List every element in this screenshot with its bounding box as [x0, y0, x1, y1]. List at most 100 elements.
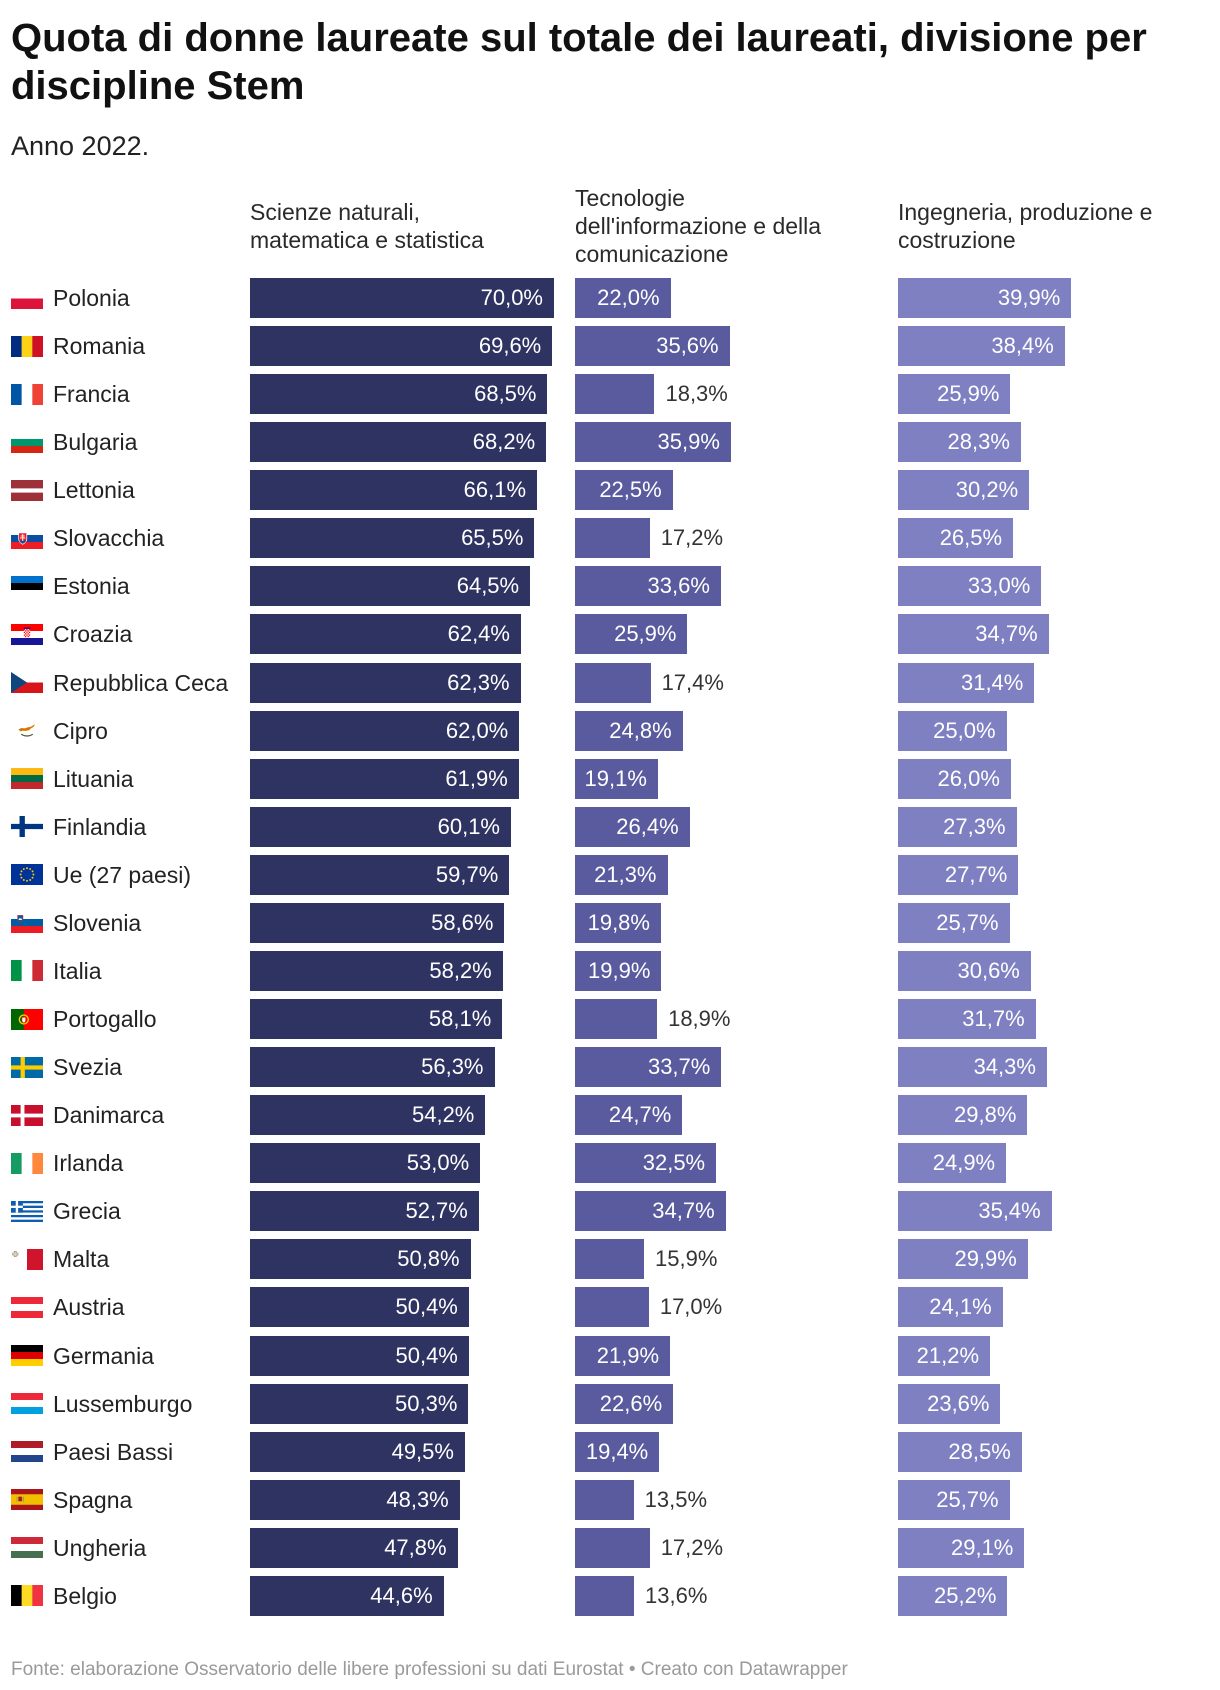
country-label: Svezia [53, 1054, 123, 1081]
column-header-label: Ingegneria, produzione e costruzione [898, 199, 1153, 253]
bar-ingegneria [898, 614, 1049, 655]
value-label: 34,7% [975, 621, 1038, 647]
source-text: elaborazione Osservatorio delle libere p… [70, 1659, 624, 1680]
bar-ingegneria [898, 854, 1019, 895]
bar-ingegneria [898, 710, 1007, 751]
flag-eu-icon [11, 864, 43, 886]
value-label: 15,9% [655, 1246, 718, 1272]
value-label: 28,3% [947, 429, 1010, 455]
bar-scienze-naturali [250, 326, 553, 367]
value-label: 50,8% [397, 1246, 460, 1272]
chart-row: Lituania 61,9% 19,1% 26,0% [0, 758, 1220, 799]
chart-row: Bulgaria 68,2% 35,9% 28,3% [0, 422, 1220, 463]
footer-separator: • [628, 1659, 636, 1680]
value-label: 26,4% [616, 813, 679, 839]
bar-scienze-naturali [250, 1527, 458, 1568]
bar-ingegneria [898, 1335, 991, 1376]
bar-ingegneria [898, 902, 1010, 943]
bar-tecnologie-informazione [575, 518, 650, 559]
bar-tecnologie-informazione [575, 806, 690, 847]
bar-ingegneria [898, 518, 1014, 559]
value-label: 31,7% [962, 1006, 1025, 1032]
value-label: 60,1% [437, 813, 500, 839]
value-label: 29,9% [954, 1246, 1017, 1272]
bar-ingegneria [898, 422, 1021, 463]
bar-scienze-naturali [250, 662, 521, 703]
value-label: 25,7% [936, 1486, 999, 1512]
bar-ingegneria [898, 1431, 1022, 1472]
country-label: Lussemburgo [53, 1390, 193, 1417]
bar-tecnologie-informazione [575, 566, 721, 607]
bar-ingegneria [898, 806, 1017, 847]
bar-ingegneria [898, 1191, 1052, 1232]
bar-tecnologie-informazione [575, 422, 731, 463]
bar-tecnologie-informazione [575, 1383, 674, 1424]
bar-tecnologie-informazione [575, 1287, 649, 1328]
column-header-ingegneria: Ingegneria, produzione e costruzione [898, 184, 1168, 268]
value-label: 50,3% [395, 1390, 458, 1416]
flag-germany-icon [11, 1345, 43, 1367]
value-label: 22,0% [597, 285, 660, 310]
bar-tecnologie-informazione [575, 902, 661, 943]
chart-row: Spagna 48,3% 13,5% 25,7% [0, 1479, 1220, 1520]
value-label: 21,3% [594, 861, 657, 887]
country-label: Ue (27 paesi) [53, 861, 192, 888]
country-label: Croazia [53, 621, 133, 648]
bar-tecnologie-informazione [575, 999, 658, 1040]
bar-tecnologie-informazione [575, 1047, 722, 1088]
country-label: Italia [53, 957, 102, 984]
value-label: 17,0% [659, 1294, 723, 1320]
bar-ingegneria [898, 326, 1065, 367]
bar-tecnologie-informazione [575, 1575, 635, 1616]
flag-croatia-icon [11, 623, 43, 645]
bar-tecnologie-informazione [575, 374, 655, 415]
value-label: 56,3% [421, 1054, 484, 1080]
value-label: 25,7% [936, 909, 999, 935]
flag-denmark-icon [11, 1104, 43, 1126]
value-label: 62,3% [447, 669, 510, 695]
country-label: Ungheria [53, 1534, 147, 1561]
value-label: 17,2% [660, 1534, 724, 1560]
bar-scienze-naturali [250, 1479, 460, 1520]
bar-scienze-naturali [250, 1575, 444, 1616]
bar-tecnologie-informazione [575, 662, 651, 703]
bar-tecnologie-informazione [575, 326, 730, 367]
flag-italy-icon [11, 960, 43, 982]
value-label: 62,4% [447, 621, 510, 647]
value-label: 58,1% [428, 1006, 492, 1032]
bar-scienze-naturali [250, 902, 505, 943]
bar-scienze-naturali [250, 1191, 479, 1232]
bar-tecnologie-informazione [575, 1527, 650, 1568]
value-label: 69,6% [478, 333, 542, 359]
country-label: Danimarca [53, 1102, 165, 1129]
flag-lithuania-icon [11, 768, 43, 790]
bar-scienze-naturali [250, 1239, 471, 1280]
value-label: 58,6% [431, 909, 494, 935]
value-label: 18,3% [665, 381, 728, 407]
bar-scienze-naturali [250, 1431, 465, 1472]
bar-scienze-naturali [250, 999, 503, 1040]
value-label: 33,7% [647, 1054, 711, 1080]
bar-ingegneria [898, 999, 1036, 1040]
bar-scienze-naturali [250, 566, 531, 607]
bar-ingegneria [898, 278, 1072, 318]
flag-latvia-icon [11, 479, 43, 501]
column-header-label: Tecnologie dell'informazione e della com… [575, 185, 822, 267]
value-label: 48,3% [386, 1486, 449, 1512]
bar-scienze-naturali [250, 710, 520, 751]
flag-malta-icon [11, 1248, 43, 1270]
bar-ingegneria [898, 374, 1011, 415]
flag-estonia-icon [11, 575, 43, 597]
bar-tecnologie-informazione [575, 1095, 683, 1136]
bar-scienze-naturali [250, 806, 511, 847]
datawrapper-credit-link[interactable]: Creato con Datawrapper [640, 1659, 848, 1680]
flag-finland-icon [11, 816, 43, 838]
value-label: 50,4% [395, 1342, 458, 1368]
country-label: Cipro [53, 717, 108, 744]
bar-tecnologie-informazione [575, 278, 671, 318]
value-label: 34,7% [652, 1198, 715, 1224]
country-label: Bulgaria [53, 429, 138, 456]
value-label: 52,7% [405, 1198, 468, 1224]
bar-ingegneria [898, 470, 1030, 511]
chart-row: Romania 69,6% 35,6% 38,4% [0, 326, 1220, 367]
